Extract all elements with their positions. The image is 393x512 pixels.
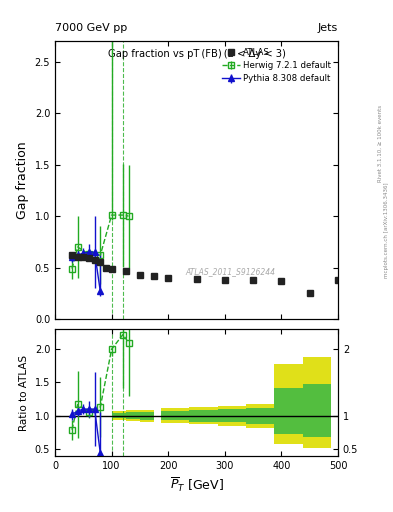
ATLAS xyxy=(70,252,74,259)
Y-axis label: Ratio to ATLAS: Ratio to ATLAS xyxy=(19,354,29,431)
X-axis label: $\overline{P}_T$ [GeV]: $\overline{P}_T$ [GeV] xyxy=(169,476,224,494)
ATLAS xyxy=(109,266,114,272)
Text: 7000 GeV pp: 7000 GeV pp xyxy=(55,23,127,33)
Text: ATLAS_2011_S9126244: ATLAS_2011_S9126244 xyxy=(185,267,275,276)
ATLAS xyxy=(166,275,171,281)
ATLAS xyxy=(336,277,340,283)
ATLAS xyxy=(222,277,227,283)
ATLAS xyxy=(92,258,97,264)
Y-axis label: Gap fraction: Gap fraction xyxy=(16,141,29,219)
ATLAS xyxy=(104,265,108,271)
Text: mcplots.cern.ch [arXiv:1306.3436]: mcplots.cern.ch [arXiv:1306.3436] xyxy=(384,183,389,278)
ATLAS xyxy=(279,278,284,284)
ATLAS xyxy=(123,268,128,274)
ATLAS xyxy=(75,254,80,261)
ATLAS xyxy=(152,273,156,279)
Text: Gap fraction vs pT (FB) (2 < Δy < 3): Gap fraction vs pT (FB) (2 < Δy < 3) xyxy=(108,49,285,59)
ATLAS xyxy=(86,255,91,262)
Legend: ATLAS, Herwig 7.2.1 default, Pythia 8.308 default: ATLAS, Herwig 7.2.1 default, Pythia 8.30… xyxy=(220,45,334,86)
ATLAS xyxy=(194,276,199,282)
ATLAS xyxy=(138,272,142,278)
ATLAS xyxy=(98,260,103,266)
ATLAS xyxy=(81,254,86,261)
Text: Jets: Jets xyxy=(318,23,338,33)
ATLAS xyxy=(251,277,255,283)
ATLAS xyxy=(307,290,312,296)
Text: Rivet 3.1.10, ≥ 100k events: Rivet 3.1.10, ≥ 100k events xyxy=(378,105,383,182)
Line: ATLAS: ATLAS xyxy=(69,252,341,296)
